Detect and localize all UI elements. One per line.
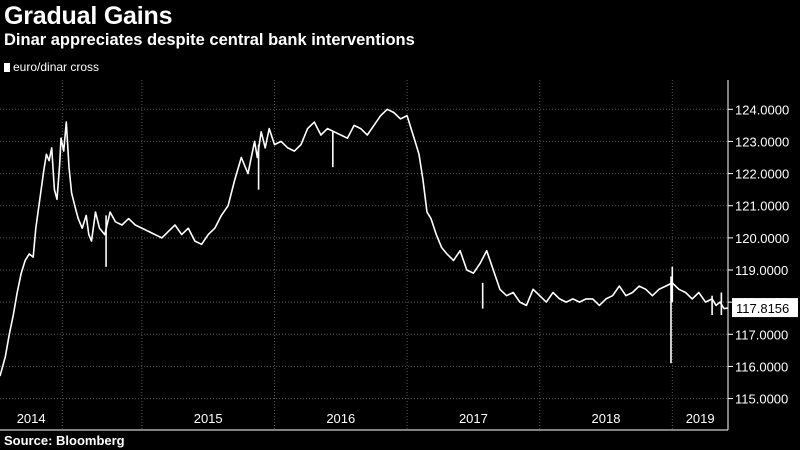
y-tick-label: 121.0000: [735, 199, 789, 214]
y-tick-label: 117.0000: [735, 327, 788, 342]
y-tick-label: 124.0000: [735, 102, 789, 117]
legend-label: euro/dinar cross: [13, 60, 100, 74]
x-tick-label: 2015: [194, 411, 223, 426]
labels: 115.0000116.0000117.0000118.0000119.0000…: [17, 102, 798, 426]
y-tick-label: 120.0000: [735, 231, 789, 246]
chart-title: Gradual Gains: [4, 2, 173, 30]
legend: euro/dinar cross: [4, 60, 99, 74]
x-tick-label: 2016: [326, 411, 355, 426]
grid: [0, 80, 728, 430]
chart-subtitle: Dinar appreciates despite central bank i…: [4, 31, 415, 49]
series: [0, 108, 729, 377]
y-tick-label: 122.0000: [735, 167, 789, 182]
source-note: Source: Bloomberg: [4, 433, 125, 448]
x-tick-label: 2019: [686, 411, 715, 426]
series-line-euro-dinar: [0, 108, 729, 377]
legend-swatch-icon: [4, 62, 10, 72]
y-tick-label: 116.0000: [735, 359, 788, 374]
last-value-label: 117.8156: [736, 301, 789, 316]
y-tick-label: 115.0000: [735, 392, 788, 407]
y-tick-label: 119.0000: [735, 263, 788, 278]
last-value-box: [732, 298, 798, 318]
y-tick-label: 123.0000: [735, 134, 789, 149]
axes: [0, 80, 733, 431]
x-tick-label: 2018: [592, 411, 621, 426]
x-tick-label: 2014: [17, 411, 46, 426]
x-tick-label: 2017: [459, 411, 488, 426]
